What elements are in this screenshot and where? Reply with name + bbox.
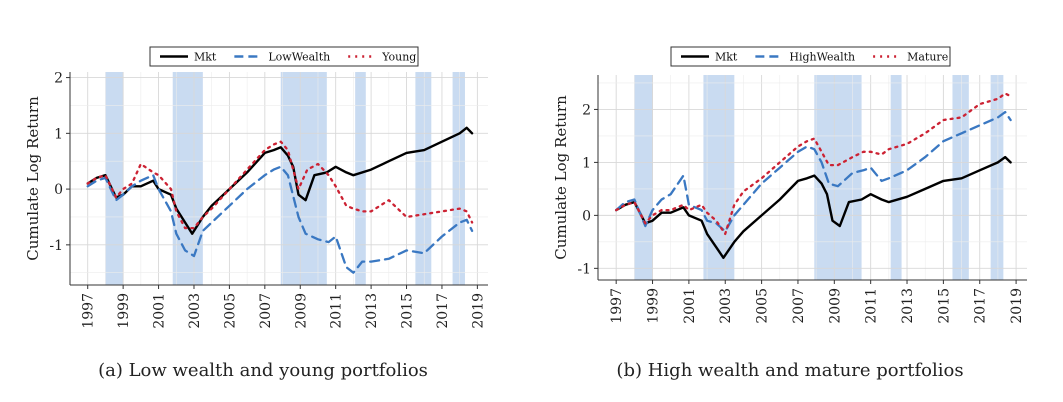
grid [597, 75, 1027, 280]
y-tick-label: 0 [582, 208, 591, 224]
x-tick-label: 2013 [900, 288, 916, 324]
recession-band [415, 72, 432, 285]
x-tick-label: 2017 [973, 288, 989, 324]
x-tick-label: 1999 [646, 288, 662, 324]
x-tick-label: 2009 [293, 293, 309, 329]
recession-band [990, 75, 1004, 280]
caption: (a) Low wealth and young portfolios [98, 360, 428, 381]
panel-high-wealth-mature: -1 0 1 2 1997 1999 2001 2003 2005 2007 2009 2011 201… [552, 46, 1027, 381]
x-tick-label: 2005 [222, 293, 238, 329]
legend-label-mkt: Mkt [194, 51, 217, 64]
legend: Mkt HighWealth Mature [670, 46, 951, 67]
x-tick-label: 2011 [329, 293, 345, 329]
series-line-mkt [86, 126, 474, 235]
recession-band [814, 75, 862, 280]
x-tick-label: 2011 [864, 288, 880, 324]
series-line-mature [615, 92, 1012, 236]
y-tick-label: 1 [582, 155, 591, 171]
legend-label-lowwealth: LowWealth [268, 51, 330, 64]
x-tick-label: 2009 [827, 288, 843, 324]
legend-box [670, 46, 951, 67]
x-tick-label: 1997 [609, 288, 625, 324]
series-line-highwealth [615, 110, 1012, 233]
panel-low-wealth-young: -1 0 1 2 1997 1999 2001 2003 2005 2007 2009 2011 201… [24, 46, 488, 381]
legend-label-mkt: Mkt [715, 51, 738, 64]
legend-box [149, 46, 419, 67]
x-tick-label: 1999 [116, 293, 132, 329]
recession-band [355, 72, 366, 285]
series-line-mkt [615, 155, 1012, 259]
x-tick-label: 1997 [81, 293, 97, 329]
y-tick-label: -1 [577, 261, 591, 277]
x-tick-label: 2007 [791, 288, 807, 324]
x-tick-label: 2015 [936, 288, 952, 324]
y-axis-label: Cumulate Log Return [24, 96, 42, 261]
x-tick-label: 2001 [682, 288, 698, 324]
recession-band [172, 72, 203, 285]
x-tick-label: 2003 [718, 288, 734, 324]
x-tick-label: 2017 [435, 293, 451, 329]
legend-label-highwealth: HighWealth [789, 51, 855, 64]
recession-band [890, 75, 902, 280]
recession-band [634, 75, 653, 280]
legend-label-mature: Mature [907, 51, 948, 64]
x-tick-label: 2019 [1009, 288, 1025, 324]
legend: Mkt LowWealth Young [149, 46, 419, 67]
recession-band [452, 72, 465, 285]
y-tick-label: 2 [582, 102, 591, 118]
y-axis-label: Cumulate Log Return [552, 95, 570, 260]
series-line-lowwealth [86, 165, 474, 274]
y-tick-label: -1 [49, 238, 63, 254]
grid [69, 72, 488, 285]
x-tick-label: 2019 [470, 293, 486, 329]
y-tick-label: 2 [54, 71, 63, 87]
x-tick-label: 2003 [187, 293, 203, 329]
x-tick-label: 2013 [364, 293, 380, 329]
y-tick-label: 0 [54, 182, 63, 198]
legend-label-young: Young [381, 51, 416, 64]
x-tick-label: 2007 [258, 293, 274, 329]
x-tick-label: 2015 [400, 293, 416, 329]
y-tick-label: 1 [54, 126, 63, 142]
x-tick-label: 2001 [152, 293, 168, 329]
recession-band [105, 72, 124, 285]
caption: (b) High wealth and mature portfolios [616, 360, 963, 381]
series-line-young [86, 140, 474, 230]
x-tick-label: 2005 [755, 288, 771, 324]
